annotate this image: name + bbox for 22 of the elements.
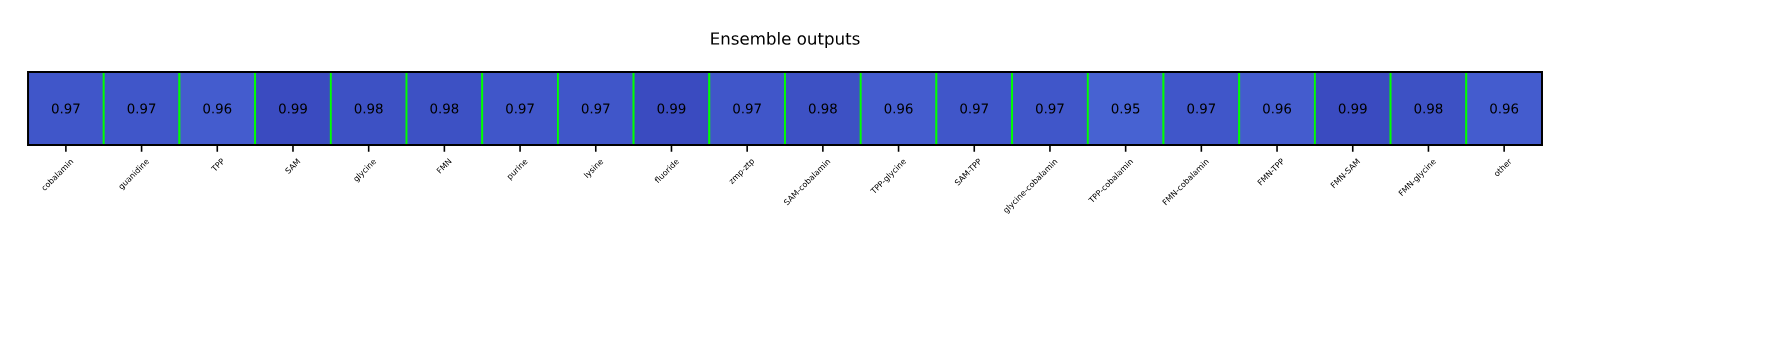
- data-label: 0.99: [657, 103, 686, 114]
- data-label: 0.99: [1338, 103, 1367, 114]
- data-label: 0.96: [884, 103, 913, 114]
- data-label: 0.95: [1111, 103, 1140, 114]
- data-label: 0.98: [1414, 103, 1443, 114]
- data-label: 0.97: [127, 103, 156, 114]
- data-label: 0.98: [354, 103, 383, 114]
- data-label: 0.97: [960, 103, 988, 114]
- data-label: 0.97: [733, 103, 761, 114]
- chart-title: Ensemble outputs: [711, 31, 860, 49]
- data-label: 0.96: [203, 103, 232, 114]
- data-label: 0.96: [1263, 103, 1292, 114]
- data-label: 0.96: [1490, 103, 1519, 114]
- data-label: 0.97: [1035, 103, 1064, 114]
- data-label: 0.98: [430, 103, 459, 114]
- data-label: 0.97: [506, 103, 534, 114]
- data-label: 0.99: [279, 103, 307, 114]
- data-label: 0.97: [581, 103, 610, 114]
- data-label: 0.97: [1187, 103, 1216, 114]
- data-label: 0.98: [808, 103, 837, 114]
- x-tick-label: TPP: [210, 158, 223, 171]
- data-label: 0.97: [51, 103, 80, 114]
